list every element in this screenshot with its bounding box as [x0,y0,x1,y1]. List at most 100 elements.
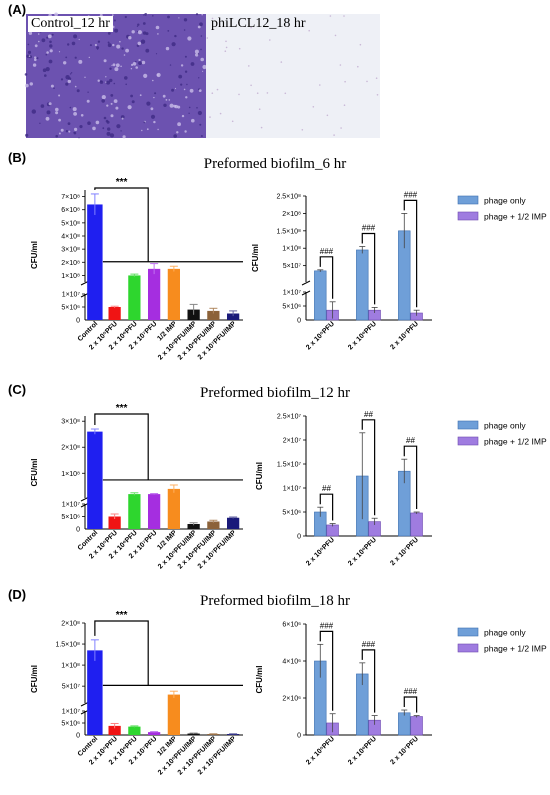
stain-speckle [112,43,115,47]
D-left-category-label: 2 x 10⁷PFU/IMP [197,735,238,776]
stain-speckle [27,50,32,55]
stain-speckle [125,48,129,53]
stain-speckle [197,25,201,29]
stain-speckle [163,103,167,108]
B-right-upper-tick-label: 1×10⁸ [282,246,301,253]
B-left-lower-tick-label: 1×10⁷ [62,292,81,299]
stain-speckle [40,104,45,108]
stain-speckle [47,34,52,39]
stain-speckle [92,126,96,131]
stain-speckle [157,128,159,131]
B-right-zero-tick-label: 0 [297,318,301,325]
stain-speckle [195,53,199,57]
significance-bracket [94,187,149,262]
stain-speckle [45,53,48,56]
B-left-upper-tick-label: 7×10⁸ [61,194,80,201]
B-right-upper-tick-label: 5×10⁷ [283,263,302,270]
stain-speckle [201,13,203,16]
stain-speckle [73,34,78,39]
stain-speckle [110,102,113,105]
stain-speckle [63,61,67,65]
B-left-upper-tick-label: 6×10⁸ [61,207,80,214]
stain-speckle [68,130,71,133]
stain-speckle [34,58,37,62]
legend-swatch [457,195,479,205]
stain-speckle [329,15,332,17]
bar [398,712,411,736]
stain-speckle [96,46,100,50]
stain-speckle [200,35,203,37]
C-right-category-label: 2 x 10⁵PFU [305,536,336,567]
stain-speckle [50,84,54,88]
stain-speckle [142,22,146,25]
stain-speckle [34,56,37,59]
stain-speckle [238,47,241,50]
B-right-category-label: 2 x 10⁵PFU [305,320,336,351]
significance-label: *** [116,177,128,188]
stain-speckle [111,14,114,17]
significance-label: *** [116,403,128,414]
bar [207,734,220,735]
legend-swatch [457,643,479,653]
control-image-caption: Control_12 hr [28,16,113,32]
D-right-category-label: 2 x 10⁷PFU [389,735,420,766]
stain-speckle [180,83,183,86]
legend: phage only phage + 1/2 IMP [457,195,547,222]
stain-speckle [119,40,121,43]
panel-label-a: (A) [8,2,27,17]
C-right-tick-label: 1×10⁷ [283,486,302,493]
legend-label: phage only [484,628,526,638]
stain-speckle [28,31,33,35]
stain-speckle [183,18,188,22]
stain-speckle [60,78,64,81]
stain-speckle [156,72,161,78]
stain-speckle [74,85,77,88]
stain-speckle [137,30,142,35]
stain-speckle [196,107,198,109]
stain-speckle [143,14,145,16]
stain-speckle [376,94,379,96]
significance-label: ### [404,687,418,696]
stain-speckle [53,87,55,89]
stain-speckle [74,56,77,59]
stain-speckle [343,15,345,17]
stain-speckle [200,135,203,137]
significance-label: ### [404,190,418,199]
phage-treated-image [206,14,380,138]
stain-speckle [109,67,112,70]
significance-label: ## [406,436,415,445]
stain-speckle [128,36,132,40]
stain-speckle [25,133,29,137]
axis-break-mark [301,290,311,296]
stain-speckle [106,80,111,85]
B-left-upper-tick-label: 2×10⁸ [61,260,80,267]
stain-speckle [188,112,190,115]
stain-speckle [67,79,71,84]
significance-bracket [403,199,418,308]
stain-speckle [29,82,33,86]
legend-label: phage + 1/2 IMP [484,212,547,222]
D-left-upper-tick-label: 1×10⁸ [61,663,80,670]
stain-speckle [206,37,209,39]
stain-speckle [155,25,160,30]
stain-speckle [139,94,142,97]
stain-speckle [26,54,30,58]
bar [207,310,220,320]
significance-bracket [319,493,334,521]
stain-speckle [103,116,107,120]
stain-speckle [189,88,194,93]
bar [227,517,240,529]
C-left-upper-tick-label: 3×10⁸ [61,419,80,426]
B-right-lower-tick-label: 5×10⁶ [282,304,301,311]
B-right-chart: 5×10⁷ 1×10⁸ 1.5×10⁸ 2×10⁸ 2.5×10⁸ 5×10⁶ 1×10⁷ 0… [251,190,432,351]
D-right-ylabel: CFU/ml [255,666,264,694]
stain-speckle [55,107,59,112]
stain-speckle [97,79,100,82]
bar [108,516,121,529]
bar [108,307,121,320]
stain-speckle [65,56,68,59]
stain-speckle [181,114,185,118]
B-left-upper-tick-label: 5×10⁸ [61,220,80,227]
stain-speckle [248,65,250,67]
